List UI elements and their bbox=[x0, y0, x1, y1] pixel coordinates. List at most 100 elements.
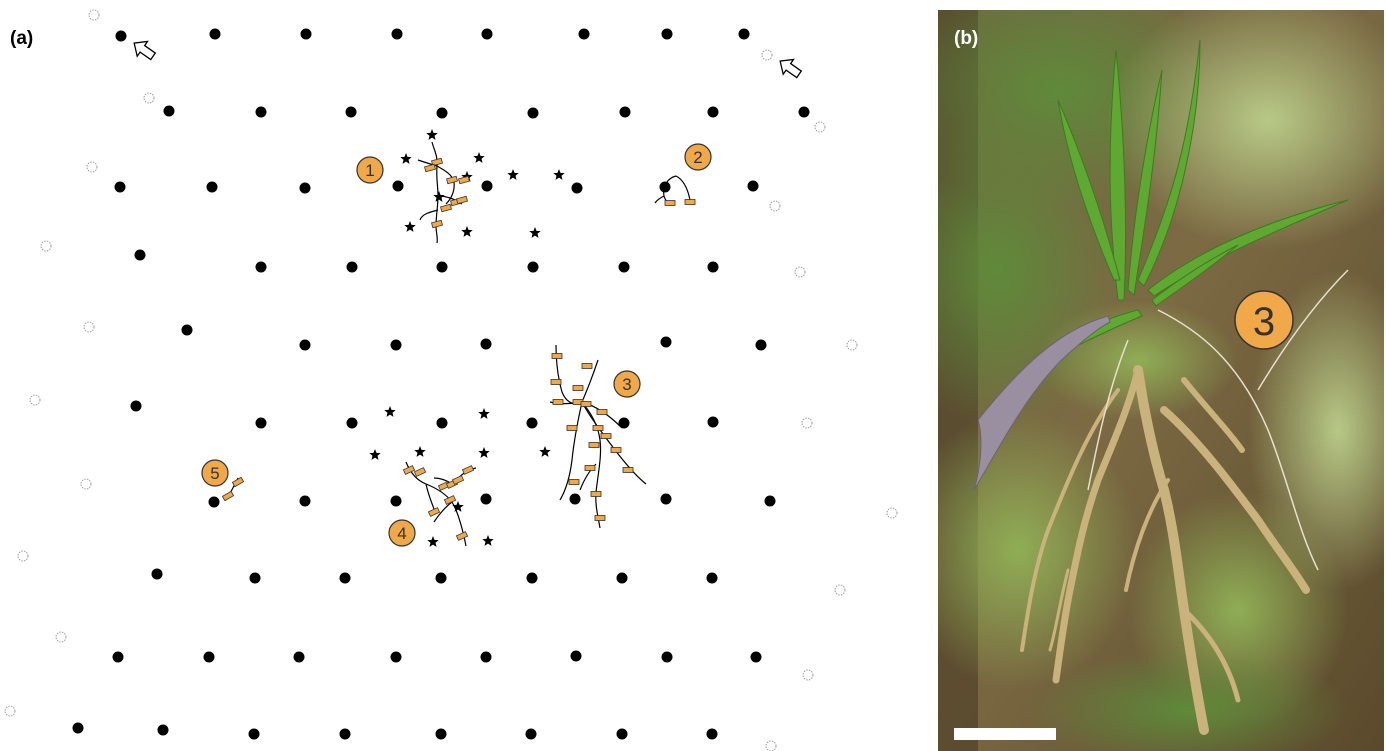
faded-dot bbox=[834, 584, 846, 596]
dot bbox=[300, 28, 312, 40]
dot bbox=[707, 106, 719, 118]
dot bbox=[738, 28, 750, 40]
dot bbox=[747, 180, 759, 192]
marker-label: 1 bbox=[365, 161, 374, 180]
star-icon bbox=[529, 227, 541, 238]
dot bbox=[392, 180, 404, 192]
dot bbox=[661, 28, 673, 40]
tag-marker bbox=[568, 479, 580, 485]
dot bbox=[481, 180, 493, 192]
tags-group bbox=[221, 157, 696, 541]
dot bbox=[339, 728, 351, 740]
faded-dot bbox=[143, 92, 155, 104]
faded-dot bbox=[17, 550, 29, 562]
star-icon bbox=[426, 129, 438, 140]
phorophyte-grid-map: 1 2 3 4 5 bbox=[4, 9, 898, 751]
dot bbox=[619, 106, 631, 118]
faded-dot bbox=[40, 240, 52, 252]
tag-marker bbox=[443, 495, 457, 505]
faded-dot bbox=[886, 507, 898, 519]
black-dots-group bbox=[72, 28, 810, 740]
tag-marker bbox=[664, 200, 676, 206]
marker-label: 2 bbox=[693, 148, 702, 167]
dot bbox=[206, 181, 218, 193]
tag-marker bbox=[552, 399, 564, 405]
dot bbox=[755, 339, 767, 351]
tag-marker bbox=[588, 442, 600, 448]
dot bbox=[208, 496, 220, 508]
tag-marker bbox=[572, 385, 584, 391]
dot bbox=[390, 339, 402, 351]
tag-marker bbox=[592, 425, 604, 431]
faded-dot bbox=[761, 49, 773, 61]
tag-marker bbox=[610, 447, 622, 453]
marker-circle bbox=[684, 143, 712, 171]
marker-badge-2: 2 bbox=[684, 143, 712, 171]
epiphyte-photo: 3 bbox=[938, 10, 1384, 751]
dot bbox=[618, 417, 630, 429]
faded-dot bbox=[814, 121, 826, 133]
dot bbox=[293, 651, 305, 663]
dot bbox=[570, 650, 582, 662]
star-icon bbox=[478, 447, 490, 458]
arrow-icon bbox=[133, 40, 157, 61]
tag-marker bbox=[451, 475, 465, 485]
dot bbox=[209, 28, 221, 40]
dot bbox=[526, 417, 538, 429]
dot bbox=[480, 651, 492, 663]
marker-badge-4: 4 bbox=[388, 519, 416, 547]
faded-dot bbox=[801, 417, 813, 429]
tag-marker bbox=[440, 203, 452, 213]
dot bbox=[345, 106, 357, 118]
star-icon bbox=[539, 446, 551, 457]
dot bbox=[707, 261, 719, 273]
faded-dots-group bbox=[4, 9, 898, 751]
star-icon bbox=[369, 449, 381, 460]
tag-marker bbox=[458, 175, 470, 185]
tag-marker bbox=[581, 363, 593, 369]
dot bbox=[618, 261, 630, 273]
dot bbox=[181, 324, 193, 336]
dot bbox=[391, 28, 403, 40]
faded-dot bbox=[80, 478, 92, 490]
arrows-group bbox=[133, 40, 803, 79]
dot bbox=[435, 572, 447, 584]
tag-marker bbox=[402, 465, 416, 475]
photo-marker-label: 3 bbox=[1253, 300, 1275, 344]
dot bbox=[578, 28, 590, 40]
star-icon bbox=[553, 169, 565, 180]
dot bbox=[569, 493, 581, 505]
faded-dot bbox=[802, 669, 814, 681]
marker-circle bbox=[201, 459, 229, 487]
tag-marker bbox=[622, 467, 634, 473]
aerial-roots bbox=[1020, 365, 1310, 735]
tag-marker bbox=[566, 425, 578, 431]
dot bbox=[249, 572, 261, 584]
marker-circle bbox=[613, 370, 641, 398]
dot bbox=[480, 493, 492, 505]
marker-badge-1: 1 bbox=[356, 156, 384, 184]
marker-badge-3: 3 bbox=[613, 370, 641, 398]
faded-dot bbox=[846, 339, 858, 351]
faded-dot bbox=[794, 266, 806, 278]
tag-marker bbox=[580, 401, 592, 407]
dot bbox=[435, 728, 447, 740]
tag-marker bbox=[231, 476, 245, 488]
dot bbox=[706, 572, 718, 584]
tag-marker bbox=[456, 195, 468, 205]
root-system bbox=[549, 344, 647, 529]
dot bbox=[660, 336, 672, 348]
tag-marker bbox=[431, 219, 443, 229]
star-icon bbox=[414, 446, 426, 457]
tag-marker bbox=[551, 353, 563, 359]
photo-marker-3: 3 bbox=[1234, 290, 1294, 350]
stars-group bbox=[369, 129, 565, 547]
dot bbox=[390, 495, 402, 507]
dot bbox=[660, 493, 672, 505]
dot bbox=[481, 28, 493, 40]
tag-marker bbox=[461, 465, 475, 475]
star-icon bbox=[452, 501, 464, 512]
dot bbox=[134, 249, 146, 261]
faded-dot bbox=[4, 705, 16, 717]
inflorescence bbox=[973, 315, 1111, 491]
